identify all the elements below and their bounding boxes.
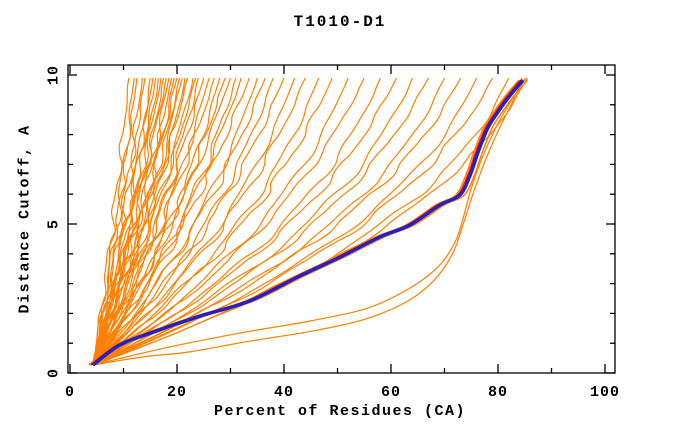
chart-title: T1010-D1 xyxy=(293,13,387,31)
svg-text:10: 10 xyxy=(45,65,62,85)
selected-model-curve xyxy=(91,78,525,367)
axes-frame xyxy=(67,64,616,374)
x-axis-title: Percent of Residues (CA) xyxy=(213,403,467,420)
svg-text:5: 5 xyxy=(45,219,62,229)
svg-text:0: 0 xyxy=(45,368,62,378)
svg-text:20: 20 xyxy=(167,384,187,401)
svg-text:0: 0 xyxy=(65,384,75,401)
tick-labels: 0 20 40 60 80 100 0 5 10 xyxy=(45,65,620,401)
svg-text:100: 100 xyxy=(590,384,620,401)
svg-text:40: 40 xyxy=(274,384,294,401)
ensemble-curves xyxy=(88,77,528,366)
svg-text:60: 60 xyxy=(381,384,401,401)
svg-text:80: 80 xyxy=(488,384,508,401)
